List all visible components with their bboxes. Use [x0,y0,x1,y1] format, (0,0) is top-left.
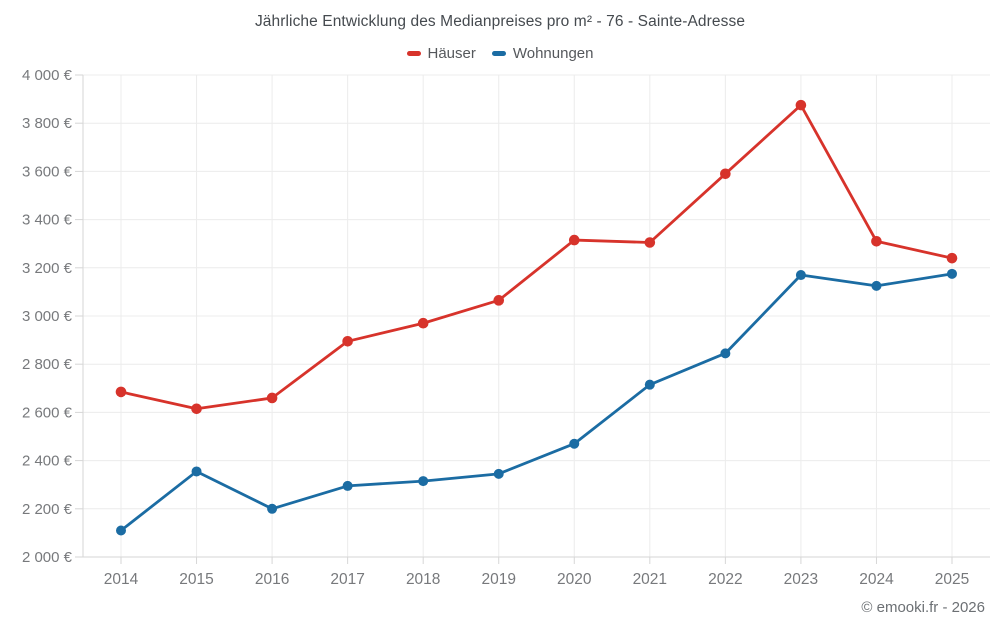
credit-text: © emooki.fr - 2026 [861,599,985,616]
legend-item-hauser[interactable]: Häuser [406,45,476,62]
x-axis-label: 2017 [330,571,364,588]
y-axis-label: 3 400 € [22,212,73,229]
wohnungen-series-swatch [491,51,506,56]
y-axis-label: 3 200 € [22,260,73,277]
data-point [493,468,504,479]
data-point [720,168,731,180]
hauser-series-swatch [406,51,421,56]
data-point [116,525,126,536]
data-point [946,252,958,264]
y-axis-label: 3 800 € [22,115,73,132]
y-axis-label: 2 200 € [22,501,73,518]
y-axis-label: 4 000 € [22,67,73,84]
y-axis-label: 2 800 € [22,356,73,373]
data-point [871,280,882,291]
x-axis-label: 2025 [935,571,969,588]
series-line-wohnungen [119,272,954,532]
x-axis-label: 2020 [557,571,592,588]
data-point [266,392,278,404]
data-point [569,438,580,449]
chart-title: Jährliche Entwicklung des Medianpreises … [254,13,746,30]
legend: Häuser Wohnungen [0,45,1000,62]
data-point [720,348,731,359]
data-point [191,403,202,415]
x-axis-label: 2016 [255,571,289,588]
data-point [115,386,127,398]
legend-item-wohnungen[interactable]: Wohnungen [491,45,594,62]
data-point [947,268,957,279]
series-line-hauser [119,103,954,411]
x-axis-label: 2015 [179,571,213,588]
data-point [417,317,429,329]
data-point [267,503,278,514]
data-point [644,379,655,390]
y-axis-label: 2 600 € [22,404,73,421]
data-point [418,476,429,487]
legend-label-wohnungen: Wohnungen [512,45,594,62]
x-axis-label: 2021 [633,571,667,588]
data-point [871,235,882,247]
legend-label-hauser: Häuser [427,45,476,62]
x-axis-label: 2022 [708,571,742,588]
data-point [568,234,580,246]
x-axis-label: 2023 [784,571,818,588]
data-point [493,295,505,306]
x-axis-label: 2019 [481,571,515,588]
y-axis-label: 3 000 € [22,308,73,325]
x-axis-label: 2024 [859,571,894,588]
data-point [644,237,656,248]
data-point [795,99,807,111]
data-point [191,466,202,477]
y-axis-label: 2 400 € [22,453,73,470]
x-axis-label: 2018 [406,571,440,588]
data-point [795,270,806,281]
y-axis-label: 2 000 € [22,549,73,566]
y-axis-label: 3 600 € [22,163,73,180]
data-point [342,480,353,491]
x-axis-label: 2014 [104,571,139,588]
data-point [342,336,353,347]
